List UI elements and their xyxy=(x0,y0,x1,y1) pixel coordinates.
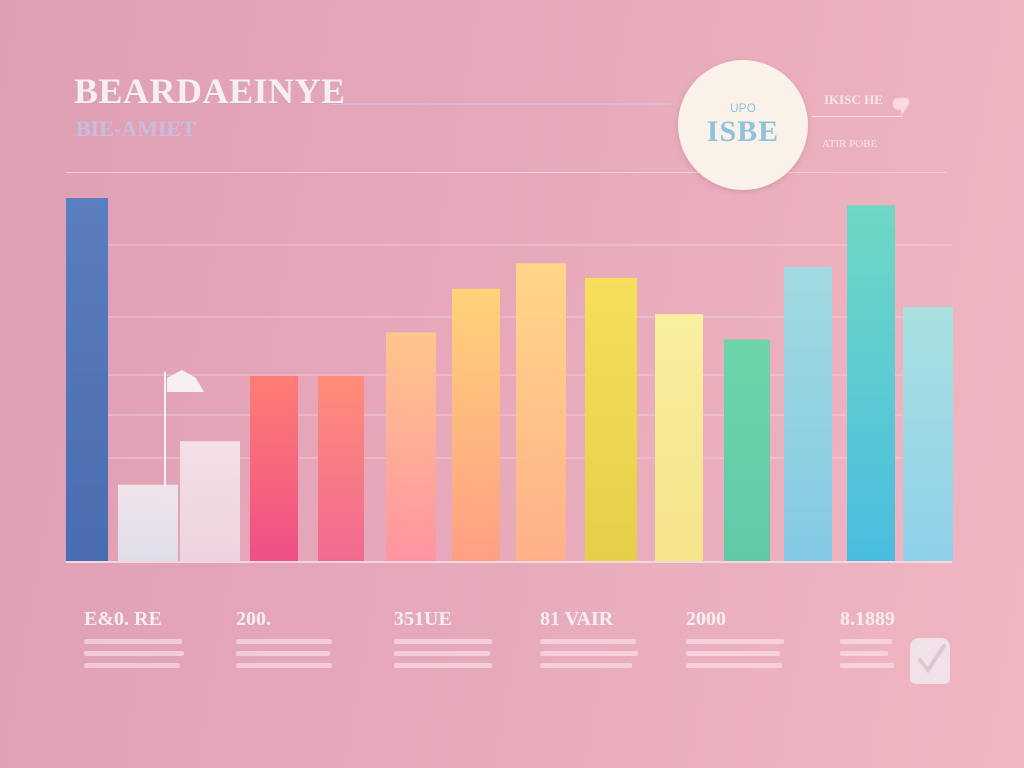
bar xyxy=(386,332,436,561)
stat-block: 200. xyxy=(236,608,366,675)
bar xyxy=(903,306,953,561)
flag-icon xyxy=(164,370,204,486)
stat-text-line xyxy=(84,651,184,656)
stat-block: 81 VAIR xyxy=(540,608,670,675)
stat-text-line xyxy=(84,663,180,668)
stat-text-line xyxy=(840,663,894,668)
stat-value: E&0. RE xyxy=(84,608,162,630)
stat-value: 2000 xyxy=(686,608,726,630)
stat-text-line xyxy=(84,639,182,644)
chart-subtitle: BIE-AMIET xyxy=(76,116,196,141)
bar xyxy=(66,198,108,561)
stat-block: 2000 xyxy=(686,608,816,675)
stat-text-line xyxy=(840,651,888,656)
side-label-secondary: ATIR POBE xyxy=(822,138,878,150)
stat-text-line xyxy=(540,639,636,644)
bar xyxy=(516,263,566,561)
stat-text-line xyxy=(540,663,632,668)
bar xyxy=(847,205,895,561)
stat-text-line xyxy=(686,651,780,656)
bar xyxy=(655,314,703,561)
stat-value: 81 VAIR xyxy=(540,608,614,630)
divider xyxy=(66,172,946,173)
bar xyxy=(724,339,770,561)
stat-block: E&0. RE xyxy=(84,608,214,675)
side-rule xyxy=(812,116,902,117)
badge-main-text: ISBE xyxy=(706,115,780,148)
stat-text-line xyxy=(840,639,892,644)
bar xyxy=(318,375,364,561)
stat-text-line xyxy=(236,663,332,668)
bar xyxy=(118,484,178,561)
stat-text-line xyxy=(686,639,784,644)
stat-text-line xyxy=(540,651,638,656)
stat-text-line xyxy=(394,663,492,668)
stat-text-line xyxy=(394,651,490,656)
bar xyxy=(180,441,240,561)
badge: UPO ISBE xyxy=(678,60,808,190)
header-rule xyxy=(330,103,670,105)
stat-value: 8.1889 xyxy=(840,608,895,630)
stat-value: 351UE xyxy=(394,608,452,630)
stat-text-line xyxy=(236,651,330,656)
stat-text-line xyxy=(394,639,492,644)
stat-value: 200. xyxy=(236,608,271,630)
stat-block: 351UE xyxy=(394,608,524,675)
bar xyxy=(250,375,298,561)
side-label: IKISC HE xyxy=(824,92,883,107)
pin-icon xyxy=(892,97,910,117)
stat-block: 8.1889 xyxy=(840,608,970,675)
bar xyxy=(585,277,637,561)
badge-small-text: UPO xyxy=(729,101,756,115)
stat-text-line xyxy=(236,639,332,644)
stat-text-line xyxy=(686,663,782,668)
chart-title: BEARDAEINYE xyxy=(74,71,346,111)
bar xyxy=(784,266,832,561)
clip-icon xyxy=(910,638,950,684)
bar xyxy=(452,288,500,561)
